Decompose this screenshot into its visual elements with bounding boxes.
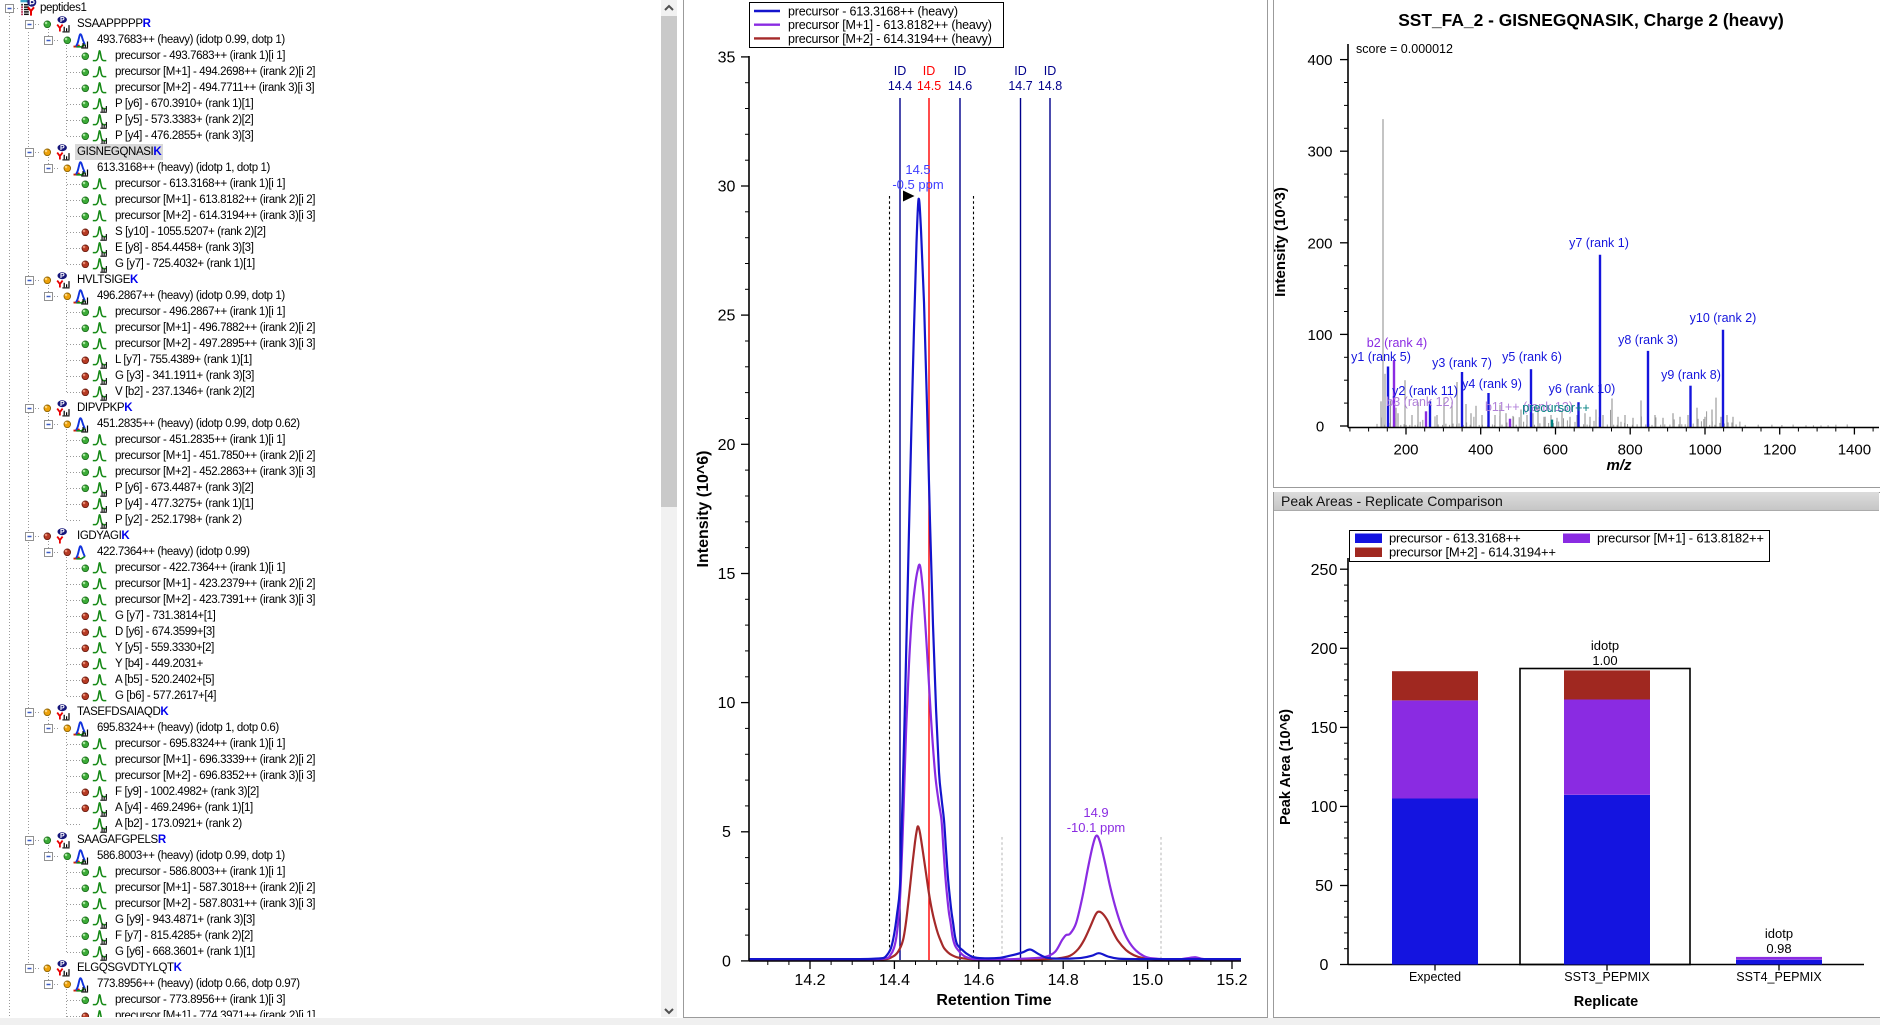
svg-text:idotp: idotp: [1765, 926, 1793, 941]
svg-text:ID: ID: [1044, 64, 1057, 78]
svg-text:P: P: [60, 529, 65, 536]
svg-text:0.98: 0.98: [1766, 941, 1791, 956]
svg-text:600: 600: [1543, 442, 1568, 459]
svg-text:0: 0: [722, 953, 731, 970]
svg-text:ID: ID: [894, 64, 907, 78]
svg-text:14.2: 14.2: [794, 972, 825, 989]
svg-text:m/z: m/z: [1606, 457, 1632, 474]
svg-text:y4 (rank 9): y4 (rank 9): [1462, 377, 1522, 391]
svg-text:15: 15: [718, 566, 736, 583]
svg-text:200: 200: [1311, 641, 1338, 658]
svg-text:y6 (rank 10): y6 (rank 10): [1549, 382, 1616, 396]
svg-text:b2 (rank 4): b2 (rank 4): [1367, 336, 1427, 350]
svg-text:800: 800: [1618, 442, 1643, 459]
svg-text:b3 (rank 12): b3 (rank 12): [1386, 395, 1453, 409]
svg-text:y3 (rank 7): y3 (rank 7): [1432, 356, 1492, 370]
svg-text:y8 (rank 3): y8 (rank 3): [1618, 333, 1678, 347]
svg-text:14.5: 14.5: [905, 162, 930, 177]
svg-text:y5 (rank 6): y5 (rank 6): [1502, 350, 1562, 364]
svg-text:P: P: [60, 145, 65, 152]
svg-text:precursor [M+2] - 614.3194++: precursor [M+2] - 614.3194++: [1389, 545, 1556, 560]
svg-text:14.4: 14.4: [879, 972, 910, 989]
svg-text:ID: ID: [923, 64, 936, 78]
svg-text:15.0: 15.0: [1132, 972, 1163, 989]
svg-text:250: 250: [1311, 562, 1338, 579]
svg-text:y7 (rank 1): y7 (rank 1): [1569, 236, 1629, 250]
svg-text:Replicate: Replicate: [1574, 994, 1638, 1010]
svg-text:30: 30: [718, 179, 736, 196]
svg-text:precursor [M+2] - 614.3194++ (: precursor [M+2] - 614.3194++ (heavy): [788, 32, 992, 46]
svg-text:precursor [M+1] - 613.8182++ (: precursor [M+1] - 613.8182++ (heavy): [788, 18, 992, 32]
svg-text:1400: 1400: [1838, 442, 1871, 459]
svg-text:SST4_PEPMIX: SST4_PEPMIX: [1736, 970, 1822, 984]
svg-text:Intensity (10^6): Intensity (10^6): [695, 451, 712, 568]
svg-text:P: P: [60, 273, 65, 280]
svg-text:P: P: [60, 833, 65, 840]
svg-text:P: P: [60, 961, 65, 968]
svg-text:ID: ID: [1014, 64, 1027, 78]
svg-text:idotp: idotp: [1591, 638, 1619, 653]
svg-text:14.6: 14.6: [948, 79, 972, 93]
svg-text:25: 25: [718, 308, 736, 325]
svg-text:14.7: 14.7: [1008, 79, 1032, 93]
svg-text:14.8: 14.8: [1038, 79, 1062, 93]
svg-text:y2 (rank 11): y2 (rank 11): [1392, 384, 1458, 398]
svg-text:0: 0: [1320, 957, 1329, 974]
svg-text:SST_FA_2 - GISNEGQNASIK, Charg: SST_FA_2 - GISNEGQNASIK, Charge 2 (heavy…: [1398, 10, 1784, 30]
svg-text:ID: ID: [954, 64, 967, 78]
svg-text:5: 5: [722, 824, 731, 841]
svg-text:1200: 1200: [1763, 442, 1796, 459]
svg-text:precursor - 613.3168++ (heavy): precursor - 613.3168++ (heavy): [788, 5, 958, 19]
svg-text:Expected: Expected: [1409, 970, 1461, 984]
svg-text:100: 100: [1307, 327, 1332, 344]
svg-text:300: 300: [1307, 144, 1332, 161]
svg-text:0: 0: [1316, 419, 1324, 436]
svg-text:-10.1 ppm: -10.1 ppm: [1067, 820, 1126, 835]
svg-text:150: 150: [1311, 720, 1338, 737]
svg-text:1000: 1000: [1688, 442, 1721, 459]
svg-text:score = 0.000012: score = 0.000012: [1356, 42, 1453, 56]
svg-text:14.4: 14.4: [888, 79, 912, 93]
svg-text:b11++ (rank 13): b11++ (rank 13): [1485, 400, 1573, 414]
svg-text:P: P: [60, 401, 65, 408]
svg-text:14.6: 14.6: [963, 972, 994, 989]
svg-text:precursor [M+1] - 613.8182++: precursor [M+1] - 613.8182++: [1597, 531, 1764, 546]
svg-text:14.8: 14.8: [1048, 972, 1079, 989]
svg-text:SST3_PEPMIX: SST3_PEPMIX: [1564, 970, 1650, 984]
svg-text:Retention Time: Retention Time: [936, 992, 1051, 1009]
svg-text:200: 200: [1393, 442, 1418, 459]
svg-text:14.9: 14.9: [1083, 805, 1108, 820]
svg-text:precursor - 613.3168++: precursor - 613.3168++: [1389, 531, 1520, 546]
svg-text:20: 20: [718, 437, 736, 454]
svg-text:Intensity (10^3): Intensity (10^3): [1273, 187, 1289, 297]
svg-text:y10 (rank 2): y10 (rank 2): [1690, 311, 1757, 325]
svg-text:P: P: [60, 17, 65, 24]
svg-text:200: 200: [1307, 235, 1332, 252]
svg-text:15.2: 15.2: [1216, 972, 1247, 989]
svg-text:-0.5 ppm: -0.5 ppm: [892, 177, 943, 192]
svg-text:400: 400: [1307, 52, 1332, 69]
svg-text:precursor++: precursor++: [1522, 401, 1589, 415]
svg-text:50: 50: [1315, 878, 1333, 895]
svg-text:1.00: 1.00: [1592, 653, 1617, 668]
svg-text:35: 35: [718, 49, 736, 66]
svg-text:y9 (rank 8): y9 (rank 8): [1661, 368, 1721, 382]
svg-text:14.5: 14.5: [917, 79, 941, 93]
svg-text:y1 (rank 5): y1 (rank 5): [1351, 350, 1411, 364]
svg-text:P: P: [60, 705, 65, 712]
svg-text:100: 100: [1311, 799, 1338, 816]
svg-text:10: 10: [718, 695, 736, 712]
svg-text:400: 400: [1468, 442, 1493, 459]
svg-text:Peak Area (10^6): Peak Area (10^6): [1278, 709, 1294, 825]
